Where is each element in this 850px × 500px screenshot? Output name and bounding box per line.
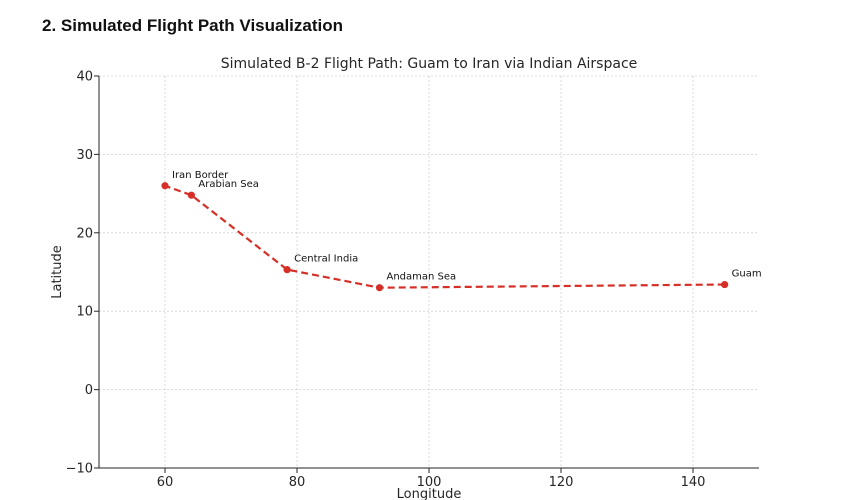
y-axis-label: Latitude <box>50 245 65 299</box>
waypoint-marker <box>161 182 169 190</box>
flight-path-series <box>161 182 729 292</box>
y-tick-label: −10 <box>66 462 93 477</box>
y-tick-label: 40 <box>76 70 93 85</box>
x-tick-label: 100 <box>417 475 442 490</box>
waypoint-label: Andaman Sea <box>387 272 457 283</box>
waypoint-label: Guam <box>732 269 762 280</box>
x-tick-label: 140 <box>681 475 706 490</box>
waypoint-label: Central India <box>294 254 358 265</box>
waypoint-marker <box>187 191 195 199</box>
x-tick-label: 60 <box>157 475 174 490</box>
waypoint-marker <box>721 280 729 289</box>
x-axis-label: Longitude <box>397 487 462 500</box>
waypoint-marker <box>375 284 384 292</box>
y-tick-label: 10 <box>76 305 93 320</box>
y-tick-label: 0 <box>85 383 93 398</box>
y-tick-label: 20 <box>76 226 93 241</box>
section-heading: 2. Simulated Flight Path Visualization <box>42 16 344 35</box>
x-ticks: 60 80 100 120 140 <box>157 468 706 490</box>
chart-title: Simulated B-2 Flight Path: Guam to Iran … <box>221 56 638 72</box>
waypoint-label: Iran Border <box>172 170 229 181</box>
waypoint-marker <box>283 266 291 274</box>
waypoint-label: Arabian Sea <box>198 179 258 190</box>
y-tick-label: 30 <box>76 148 93 163</box>
grid-lines <box>99 75 759 468</box>
x-tick-label: 80 <box>289 475 306 490</box>
y-ticks: −10 0 10 20 30 40 <box>66 70 99 477</box>
point-labels: Guam Andaman Sea Central India Arabian SeaI… <box>172 170 762 283</box>
x-tick-label: 120 <box>549 475 574 490</box>
